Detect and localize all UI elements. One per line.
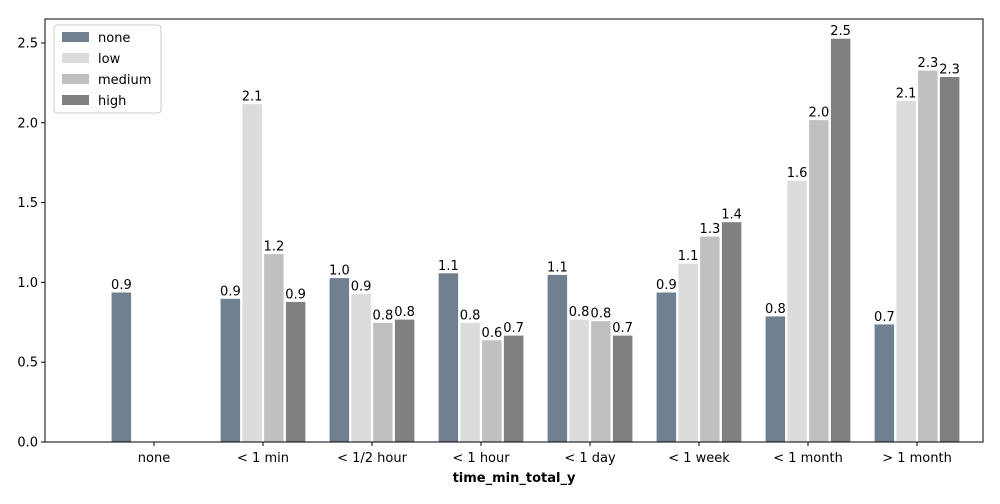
y-tick-label: 1.5	[17, 196, 38, 211]
bar-high	[938, 76, 961, 443]
y-tick-label: 1.0	[17, 276, 38, 291]
legend: none low medium high	[53, 24, 162, 114]
bar-high	[611, 334, 634, 443]
legend-swatch-none	[62, 32, 89, 42]
bar-low	[568, 318, 590, 443]
bar-none	[873, 323, 896, 443]
bar-low	[677, 262, 699, 443]
data-label: 0.7	[612, 321, 633, 336]
x-tick-label: < 1 day	[564, 451, 616, 466]
bar-medium	[808, 119, 830, 443]
legend-swatch-low	[62, 53, 89, 63]
data-label: 0.8	[765, 302, 786, 317]
x-tick-label: > 1 month	[882, 451, 952, 466]
bar-medium	[263, 253, 285, 443]
bars-layer	[110, 37, 961, 443]
data-label: 1.4	[721, 208, 742, 223]
x-tick-label: < 1 hour	[452, 451, 510, 466]
y-axis: 0.0 0.5 1.0 1.5 2.0 2.5	[17, 36, 45, 451]
bar-high	[720, 221, 743, 443]
data-label: 0.9	[351, 280, 372, 295]
y-tick-label: 0.5	[17, 356, 38, 371]
bar-low	[786, 179, 808, 443]
legend-box	[53, 24, 162, 114]
data-label: 2.3	[939, 63, 960, 78]
x-tick-label: none	[138, 451, 170, 466]
bar-none	[110, 291, 133, 443]
data-label: 1.3	[700, 222, 721, 237]
data-label: 1.0	[329, 264, 350, 279]
bar-low	[895, 99, 917, 443]
data-label: 0.8	[569, 305, 590, 320]
data-label: 2.1	[242, 90, 263, 105]
bar-low	[459, 321, 481, 443]
bar-medium	[917, 69, 939, 443]
data-label: 1.1	[438, 259, 459, 274]
legend-label-high: high	[98, 94, 126, 109]
legend-label-medium: medium	[98, 73, 151, 88]
data-label: 0.9	[220, 284, 241, 299]
bar-high	[502, 334, 525, 443]
data-label: 1.1	[547, 260, 568, 275]
bar-high	[284, 301, 307, 443]
legend-swatch-high	[62, 95, 89, 105]
data-label: 2.0	[809, 106, 830, 121]
data-label: 0.7	[503, 321, 524, 336]
data-label: 2.3	[918, 56, 939, 71]
bar-high	[829, 37, 852, 443]
data-label: 0.8	[460, 308, 481, 323]
x-axis: none < 1 min < 1/2 hour < 1 hour < 1 day < 1 …	[138, 442, 952, 466]
bar-none	[328, 277, 351, 443]
legend-label-low: low	[98, 52, 121, 67]
data-label: 0.6	[482, 326, 503, 341]
data-label: 0.8	[394, 305, 415, 320]
x-tick-label: < 1 min	[237, 451, 289, 466]
data-label: 1.6	[787, 166, 808, 181]
plot-frame	[44, 18, 984, 443]
data-label: 2.5	[830, 24, 851, 39]
x-tick-label: < 1 week	[668, 451, 730, 466]
legend-label-none: none	[98, 31, 130, 46]
bar-none	[219, 297, 242, 443]
bar-none	[437, 272, 460, 443]
data-label: 0.9	[111, 278, 132, 293]
data-label: 2.1	[896, 86, 917, 101]
bar-none	[546, 273, 569, 443]
data-labels-layer: 0.9 0.92.11.20.91.00.90.8 0.81.10.80.6 0.71…	[111, 24, 960, 341]
bar-medium	[590, 320, 612, 443]
legend-swatch-medium	[62, 74, 89, 84]
data-label: 1.2	[264, 240, 285, 255]
x-tick-label: < 1 month	[773, 451, 843, 466]
data-label: 0.8	[373, 308, 394, 323]
bar-high	[393, 318, 416, 443]
bar-none	[764, 315, 787, 443]
x-tick-label: < 1/2 hour	[337, 451, 408, 466]
data-label: 0.9	[656, 278, 677, 293]
data-label: 1.1	[678, 249, 699, 264]
bar-medium	[372, 321, 394, 443]
bar-none	[655, 291, 678, 443]
y-tick-label: 2.5	[17, 36, 38, 51]
bar-low	[241, 103, 263, 443]
data-label: 0.7	[874, 310, 895, 325]
bar-low	[350, 293, 372, 443]
bar-medium	[699, 235, 721, 443]
bar-medium	[481, 339, 503, 443]
y-tick-label: 0.0	[17, 436, 38, 451]
data-label: 0.9	[285, 288, 306, 303]
x-axis-title: time_min_total_y	[453, 471, 576, 486]
y-tick-label: 2.0	[17, 116, 38, 131]
data-label: 0.8	[591, 307, 612, 322]
